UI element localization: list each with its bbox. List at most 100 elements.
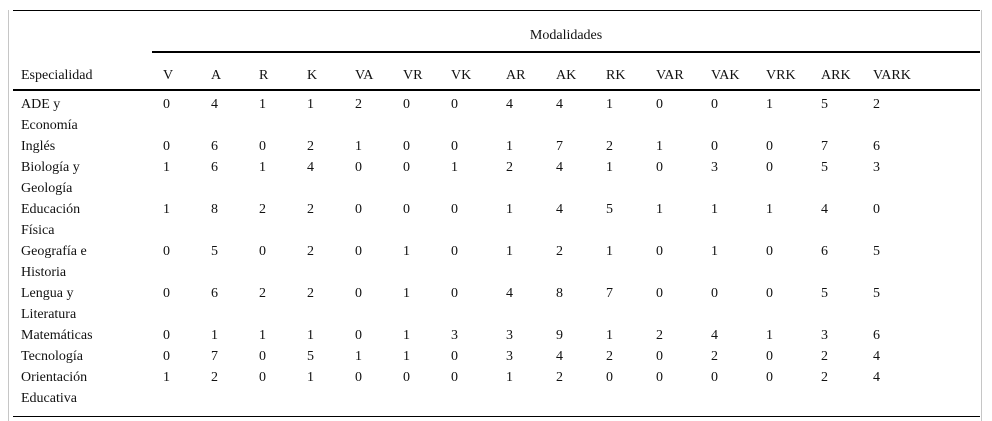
value-cell: 1 bbox=[307, 328, 314, 343]
value-cell: 5 bbox=[606, 202, 613, 217]
value-cell: 2 bbox=[259, 202, 266, 217]
column-header-var: VAR bbox=[645, 52, 700, 91]
table-row: Matemáticas 0 1 1 1 0 1 3 3 9 1 2 4 1 3 6 bbox=[13, 325, 980, 346]
value-cell: 2 bbox=[307, 244, 314, 259]
value-cell: 1 bbox=[506, 139, 513, 154]
group-header-spacer bbox=[13, 11, 152, 53]
value-cell: 0 bbox=[355, 286, 362, 301]
row-label: Lengua y Literatura bbox=[21, 286, 77, 322]
value-cell: 0 bbox=[656, 97, 663, 112]
value-cell: 0 bbox=[766, 286, 773, 301]
value-cell: 5 bbox=[821, 286, 828, 301]
value-cell: 2 bbox=[711, 349, 718, 364]
value-cell: 0 bbox=[355, 160, 362, 175]
value-cell: 1 bbox=[355, 349, 362, 364]
value-cell: 4 bbox=[873, 370, 880, 385]
value-cell: 1 bbox=[606, 328, 613, 343]
column-header-ak: AK bbox=[545, 52, 595, 91]
value-cell: 0 bbox=[451, 349, 458, 364]
value-cell: 0 bbox=[451, 139, 458, 154]
value-cell: 4 bbox=[821, 202, 828, 217]
column-header-k: K bbox=[296, 52, 344, 91]
column-header-rk: RK bbox=[595, 52, 645, 91]
value-cell: 0 bbox=[355, 244, 362, 259]
value-cell: 6 bbox=[211, 139, 218, 154]
value-cell: 1 bbox=[163, 160, 170, 175]
table-row: Geografía e Historia 0 5 0 2 0 1 0 1 2 1 0 1 0 6 5 bbox=[13, 241, 980, 283]
value-cell: 1 bbox=[656, 202, 663, 217]
value-cell: 1 bbox=[711, 202, 718, 217]
value-cell: 4 bbox=[556, 160, 563, 175]
value-cell: 3 bbox=[821, 328, 828, 343]
value-cell: 0 bbox=[163, 244, 170, 259]
table-body: ADE y Economía 0 4 1 1 2 0 0 4 4 1 0 0 1 5 2 Inglés 0 6 0 2 1… bbox=[13, 90, 980, 417]
value-cell: 3 bbox=[711, 160, 718, 175]
column-header-vak: VAK bbox=[700, 52, 755, 91]
value-cell: 3 bbox=[506, 349, 513, 364]
value-cell: 4 bbox=[556, 97, 563, 112]
value-cell: 0 bbox=[711, 139, 718, 154]
value-cell: 0 bbox=[259, 370, 266, 385]
value-cell: 1 bbox=[307, 370, 314, 385]
value-cell: 0 bbox=[711, 97, 718, 112]
column-header-ark: ARK bbox=[810, 52, 862, 91]
value-cell: 1 bbox=[403, 244, 410, 259]
value-cell: 5 bbox=[873, 286, 880, 301]
value-cell: 1 bbox=[451, 160, 458, 175]
value-cell: 4 bbox=[211, 97, 218, 112]
value-cell: 7 bbox=[606, 286, 613, 301]
value-cell: 0 bbox=[656, 286, 663, 301]
value-cell: 1 bbox=[403, 349, 410, 364]
column-header-vk: VK bbox=[440, 52, 495, 91]
value-cell: 1 bbox=[163, 202, 170, 217]
value-cell: 0 bbox=[403, 97, 410, 112]
value-cell: 2 bbox=[307, 139, 314, 154]
value-cell: 7 bbox=[211, 349, 218, 364]
value-cell: 6 bbox=[873, 328, 880, 343]
value-cell: 5 bbox=[821, 97, 828, 112]
modalidades-table: Modalidades Especialidad V A R K VA VR VK AR AK R… bbox=[13, 10, 981, 417]
value-cell: 2 bbox=[606, 139, 613, 154]
value-cell: 0 bbox=[403, 139, 410, 154]
value-cell: 0 bbox=[163, 328, 170, 343]
value-cell: 1 bbox=[606, 160, 613, 175]
row-label: Educación Física bbox=[21, 202, 81, 238]
value-cell: 0 bbox=[451, 286, 458, 301]
value-cell: 2 bbox=[355, 97, 362, 112]
column-header-a: A bbox=[200, 52, 248, 91]
table-header: Modalidades Especialidad V A R K VA VR VK AR AK R… bbox=[13, 10, 981, 91]
value-cell: 0 bbox=[451, 202, 458, 217]
value-cell: 0 bbox=[656, 244, 663, 259]
value-cell: 1 bbox=[403, 286, 410, 301]
value-cell: 1 bbox=[656, 139, 663, 154]
value-cell: 3 bbox=[873, 160, 880, 175]
value-cell: 0 bbox=[403, 370, 410, 385]
table-row: Tecnología 0 7 0 5 1 1 0 3 4 2 0 2 0 2 4 bbox=[13, 346, 980, 367]
value-cell: 2 bbox=[606, 349, 613, 364]
value-cell: 7 bbox=[821, 139, 828, 154]
value-cell: 0 bbox=[163, 286, 170, 301]
row-label: ADE y Economía bbox=[21, 97, 78, 133]
value-cell: 1 bbox=[307, 97, 314, 112]
table-row: ADE y Economía 0 4 1 1 2 0 0 4 4 1 0 0 1 5 2 bbox=[13, 90, 980, 136]
value-cell: 0 bbox=[766, 139, 773, 154]
value-cell: 0 bbox=[259, 349, 266, 364]
column-header-vr: VR bbox=[392, 52, 440, 91]
value-cell: 0 bbox=[259, 139, 266, 154]
value-cell: 1 bbox=[606, 97, 613, 112]
value-cell: 2 bbox=[556, 370, 563, 385]
value-cell: 3 bbox=[451, 328, 458, 343]
value-cell: 5 bbox=[873, 244, 880, 259]
value-cell: 6 bbox=[211, 160, 218, 175]
row-label: Matemáticas bbox=[21, 328, 93, 343]
value-cell: 9 bbox=[556, 328, 563, 343]
value-cell: 0 bbox=[163, 139, 170, 154]
value-cell: 2 bbox=[211, 370, 218, 385]
value-cell: 0 bbox=[451, 244, 458, 259]
value-cell: 4 bbox=[307, 160, 314, 175]
value-cell: 0 bbox=[656, 160, 663, 175]
value-cell: 1 bbox=[259, 160, 266, 175]
value-cell: 0 bbox=[355, 202, 362, 217]
value-cell: 2 bbox=[506, 160, 513, 175]
value-cell: 1 bbox=[506, 202, 513, 217]
